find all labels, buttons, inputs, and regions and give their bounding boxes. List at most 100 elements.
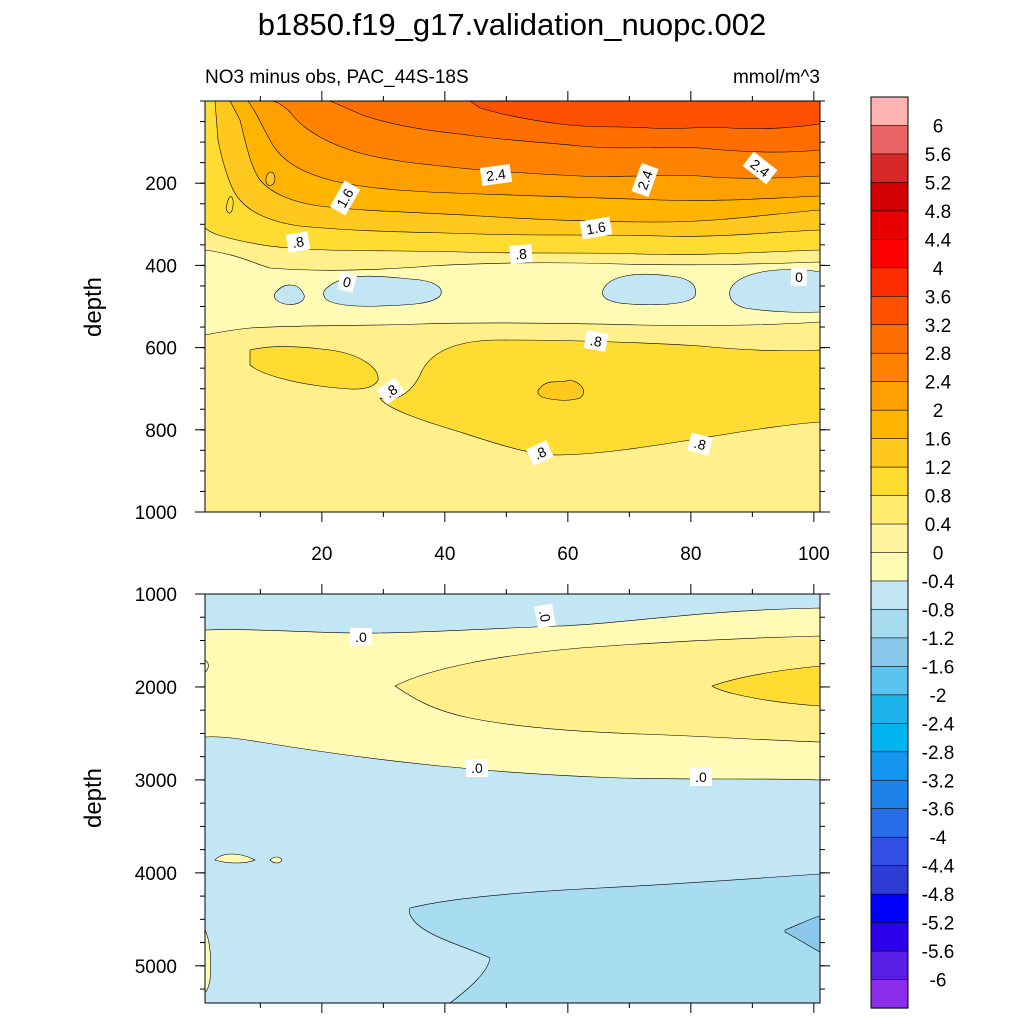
lower-fill-0.4 xyxy=(394,635,820,743)
lower-panel xyxy=(205,594,820,1003)
colorbar-label: -2.8 xyxy=(922,743,955,764)
colorbar-label: 3.6 xyxy=(925,287,951,308)
contour-label: .8 xyxy=(583,330,609,352)
colorbar-label: 5.2 xyxy=(925,173,951,194)
colorbar-swatch xyxy=(870,381,909,411)
colorbar-label: -4.8 xyxy=(922,885,955,906)
colorbar-swatch xyxy=(870,495,909,525)
upper-y-axis-label: depth xyxy=(80,277,107,337)
colorbar-swatch xyxy=(870,979,909,1009)
upper-fill-3.2 xyxy=(469,101,820,130)
colorbar-swatch xyxy=(870,409,909,440)
lower-fill-neg-0.8 xyxy=(408,873,820,1003)
contour-label: .8 xyxy=(509,244,533,264)
upper-contour-labels: 1.6 2.4 2.4 2.4 1.6 .8 .8 0 0 .8 .8 xyxy=(285,151,807,466)
colorbar-swatch xyxy=(870,295,909,326)
upper-panel xyxy=(205,101,820,512)
y-tick-label: 3000 xyxy=(135,771,177,792)
colorbar-swatch xyxy=(870,96,909,127)
colorbar-label: -4.4 xyxy=(922,857,955,878)
lower-fill-neg-1.2 xyxy=(784,915,820,953)
colorbar-swatch xyxy=(870,779,909,810)
lower-frame xyxy=(204,593,821,1004)
svg-text:.0: .0 xyxy=(471,760,483,776)
colorbar-swatch xyxy=(870,637,909,667)
x-tick-label: 40 xyxy=(434,544,455,565)
contour-label: 2.4 xyxy=(479,163,513,187)
y-tick-label: 1000 xyxy=(135,585,177,606)
colorbar-label: -3.2 xyxy=(922,771,955,792)
lower-y-axis-label: depth xyxy=(80,768,107,828)
colorbar-frame xyxy=(870,96,909,1009)
contour-label: .8 xyxy=(526,440,554,466)
svg-text:.8: .8 xyxy=(514,246,527,263)
contour-label: .8 xyxy=(687,432,713,456)
contour-label: 0 xyxy=(336,271,358,293)
colorbar-swatch xyxy=(870,267,909,297)
upper-neg-lens-1 xyxy=(274,284,305,305)
contour-label: 2.4 xyxy=(631,162,659,198)
contour-label: .0 xyxy=(690,768,712,786)
subtitle-right: mmol/m^3 xyxy=(733,67,820,88)
colorbar-label: 1.2 xyxy=(925,458,951,479)
colorbar-swatch xyxy=(870,865,909,895)
colorbar-label: -1.6 xyxy=(922,657,955,678)
colorbar-swatch xyxy=(870,523,909,554)
colorbar-swatch xyxy=(870,751,909,781)
colorbar-swatch xyxy=(870,666,909,696)
contour-label: .8 xyxy=(376,377,406,405)
colorbar-label: 4.4 xyxy=(925,230,952,251)
contour-label: .0 xyxy=(350,628,372,646)
colorbar-swatch xyxy=(870,580,909,611)
colorbar-label: 4.8 xyxy=(925,202,951,223)
chart-title: b1850.f19_g17.validation_nuopc.002 xyxy=(258,7,767,42)
colorbar-label: 2.8 xyxy=(925,344,951,365)
upper-fill-0.0 xyxy=(205,249,820,336)
svg-text:.8: .8 xyxy=(692,435,708,454)
colorbar-swatch xyxy=(870,893,909,924)
y-tick-label: 4000 xyxy=(135,864,177,885)
lower-axes: 1000 2000 3000 4000 5000 xyxy=(135,584,830,1013)
svg-text:.0: .0 xyxy=(695,769,707,785)
colorbar-label: 3.2 xyxy=(925,316,951,337)
colorbar-swatch xyxy=(870,552,909,582)
colorbar-swatch xyxy=(870,210,909,240)
colorbar-label: -0.4 xyxy=(922,572,955,593)
colorbar-swatch xyxy=(870,808,909,838)
upper-fill-0.8-west xyxy=(249,346,379,390)
svg-text:.8: .8 xyxy=(589,332,603,350)
svg-text:.0: .0 xyxy=(536,609,554,623)
y-tick-label: 5000 xyxy=(135,957,177,978)
x-tick-label: 80 xyxy=(680,544,701,565)
colorbar-label: -0.8 xyxy=(922,600,955,621)
upper-fill-0.8-deep xyxy=(379,339,820,456)
colorbar-swatch xyxy=(870,239,909,269)
lower-patch-west-2 xyxy=(269,856,283,864)
y-tick-label: 600 xyxy=(145,339,177,360)
svg-text:2.4: 2.4 xyxy=(485,166,507,185)
y-tick-label: 1000 xyxy=(135,503,177,524)
lower-patch-west-3 xyxy=(205,929,212,993)
upper-fill-1.2-deep xyxy=(537,379,584,401)
colorbar-swatch xyxy=(870,922,909,952)
colorbar-swatch xyxy=(870,125,909,155)
lower-fill-0.8 xyxy=(711,665,820,707)
contour-label: 1.6 xyxy=(579,216,613,240)
colorbar-swatch xyxy=(870,438,909,468)
y-tick-label: 2000 xyxy=(135,678,177,699)
subtitle-left: NO3 minus obs, PAC_44S-18S xyxy=(205,67,469,88)
colorbar-swatch xyxy=(870,324,909,354)
colorbar-label: -3.6 xyxy=(922,800,955,821)
colorbar-label: -5.2 xyxy=(922,914,955,935)
svg-text:2.4: 2.4 xyxy=(634,168,656,192)
y-tick-label: 800 xyxy=(145,421,177,442)
colorbar-label: -4 xyxy=(930,828,947,849)
colorbar-label: 2 xyxy=(933,401,944,422)
colorbar-label: -2 xyxy=(930,686,947,707)
colorbar-swatch xyxy=(870,694,909,724)
colorbar-label: 4 xyxy=(933,259,944,280)
colorbar-label: 0.8 xyxy=(925,487,951,508)
svg-text:1.6: 1.6 xyxy=(585,218,607,237)
colorbar-label: 2.4 xyxy=(925,373,952,394)
